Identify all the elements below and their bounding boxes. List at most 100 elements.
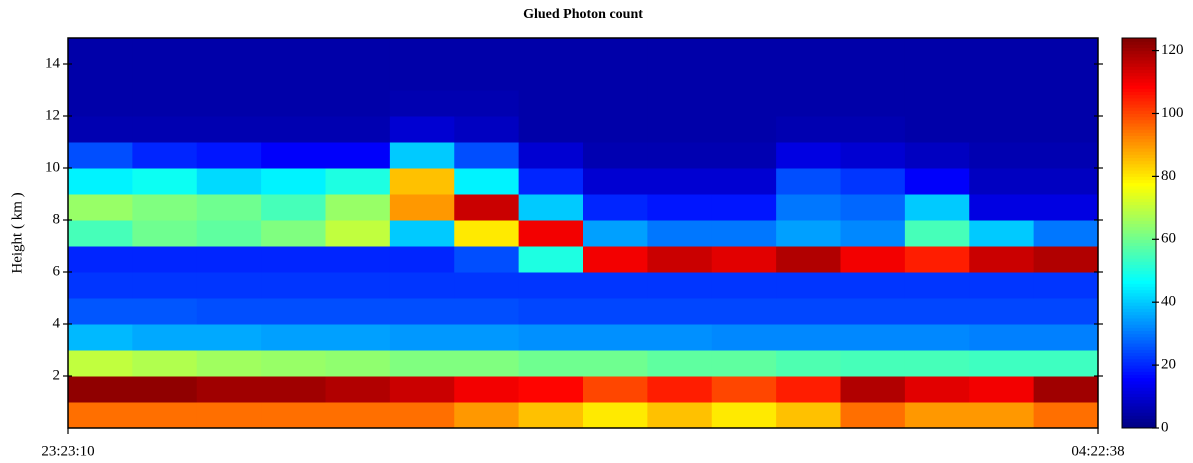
heat-cell bbox=[904, 350, 970, 377]
heat-cell bbox=[711, 376, 777, 403]
heat-cell bbox=[454, 350, 520, 377]
heat-cell bbox=[389, 350, 455, 377]
heat-cell bbox=[132, 64, 198, 91]
colorbar-segment bbox=[1122, 182, 1156, 187]
heat-cell bbox=[132, 142, 198, 169]
heat-cell bbox=[969, 90, 1035, 117]
heat-cell bbox=[969, 142, 1035, 169]
heat-cell bbox=[969, 350, 1035, 377]
heat-cell bbox=[840, 64, 906, 91]
heat-cell bbox=[389, 220, 455, 247]
colorbar-segment bbox=[1122, 405, 1156, 410]
heat-cell bbox=[454, 142, 520, 169]
heat-cell bbox=[1033, 324, 1099, 351]
heat-cell bbox=[776, 220, 841, 247]
heat-cell bbox=[518, 402, 584, 429]
heat-cell bbox=[1033, 350, 1099, 377]
heat-cell bbox=[904, 168, 970, 195]
heat-cell bbox=[840, 272, 906, 299]
heat-cell bbox=[196, 324, 262, 351]
colorbar-segment bbox=[1122, 339, 1156, 344]
colorbar-segment bbox=[1122, 47, 1156, 52]
colorbar-segment bbox=[1122, 361, 1156, 366]
colorbar-segment bbox=[1122, 69, 1156, 74]
colorbar-segment bbox=[1122, 258, 1156, 262]
heat-cell bbox=[711, 350, 777, 377]
colorbar-segment bbox=[1122, 402, 1156, 407]
heat-cell bbox=[904, 194, 970, 221]
colorbar-segment bbox=[1122, 236, 1156, 240]
heat-cell bbox=[68, 38, 133, 65]
heat-cell bbox=[196, 402, 262, 429]
heat-cell bbox=[1033, 194, 1099, 221]
colorbar-segment bbox=[1122, 239, 1156, 243]
heat-cell bbox=[68, 168, 133, 195]
heat-cell bbox=[776, 402, 841, 429]
heat-cell bbox=[454, 38, 520, 65]
colorbar-segment bbox=[1122, 154, 1156, 159]
colorbar-segment bbox=[1122, 204, 1156, 209]
colorbar-segment bbox=[1122, 195, 1156, 199]
colorbar-segment bbox=[1122, 377, 1156, 382]
heat-cell bbox=[969, 64, 1035, 91]
colorbar-segment bbox=[1122, 283, 1156, 287]
colorbar-segment bbox=[1122, 157, 1156, 162]
colorbar-segment bbox=[1122, 286, 1156, 291]
colorbar-segment bbox=[1122, 289, 1156, 294]
colorbar-segment bbox=[1122, 97, 1156, 102]
heat-cell bbox=[1033, 220, 1099, 247]
heat-cell bbox=[776, 324, 841, 351]
colorbar-segment bbox=[1122, 393, 1156, 398]
heat-cell bbox=[518, 324, 584, 351]
colorbar-segment bbox=[1122, 314, 1156, 319]
heat-cell bbox=[776, 38, 841, 65]
colorbar-segment bbox=[1122, 226, 1156, 231]
heat-cell bbox=[196, 246, 262, 273]
colorbar-segment bbox=[1122, 380, 1156, 385]
colorbar-segment bbox=[1122, 173, 1156, 177]
heat-cell bbox=[647, 324, 713, 351]
heat-cell bbox=[454, 246, 520, 273]
heat-cell bbox=[68, 324, 133, 351]
heat-cell bbox=[389, 402, 455, 429]
heat-cell bbox=[132, 246, 198, 273]
heat-cell bbox=[583, 402, 648, 429]
heat-cell bbox=[840, 142, 906, 169]
heat-cell bbox=[711, 116, 777, 143]
colorbar-segment bbox=[1122, 233, 1156, 237]
heat-cell bbox=[583, 38, 648, 65]
colorbar-segment bbox=[1122, 148, 1156, 152]
heat-cell bbox=[904, 142, 970, 169]
heat-cell bbox=[132, 324, 198, 351]
colorbar-segment bbox=[1122, 126, 1156, 130]
heat-cell bbox=[261, 168, 326, 195]
heat-cell bbox=[196, 168, 262, 195]
heat-cell bbox=[454, 116, 520, 143]
heat-cell bbox=[389, 298, 455, 325]
heat-cell bbox=[325, 350, 391, 377]
colorbar-segment bbox=[1122, 387, 1156, 391]
colorbar-segment bbox=[1122, 396, 1156, 401]
heat-cell bbox=[1033, 298, 1099, 325]
heat-cell bbox=[68, 220, 133, 247]
heat-cell bbox=[583, 298, 648, 325]
colorbar-segment bbox=[1122, 229, 1156, 234]
heat-cell bbox=[389, 90, 455, 117]
colorbar-frame bbox=[1121, 37, 1157, 429]
heat-cell bbox=[68, 142, 133, 169]
colorbar-segment bbox=[1122, 166, 1156, 171]
heat-cell bbox=[583, 350, 648, 377]
heat-cell bbox=[68, 402, 133, 429]
heat-cell bbox=[904, 116, 970, 143]
colorbar-segment bbox=[1122, 50, 1156, 55]
colorbar-segment bbox=[1122, 72, 1156, 77]
colorbar-segment bbox=[1122, 374, 1156, 379]
colorbar-segment bbox=[1122, 60, 1156, 64]
heat-cell bbox=[389, 324, 455, 351]
heat-cell bbox=[904, 324, 970, 351]
heat-cell bbox=[454, 298, 520, 325]
colorbar-segment bbox=[1122, 107, 1156, 111]
heat-cell bbox=[518, 376, 584, 403]
heat-cell bbox=[518, 168, 584, 195]
heat-cell bbox=[583, 64, 648, 91]
